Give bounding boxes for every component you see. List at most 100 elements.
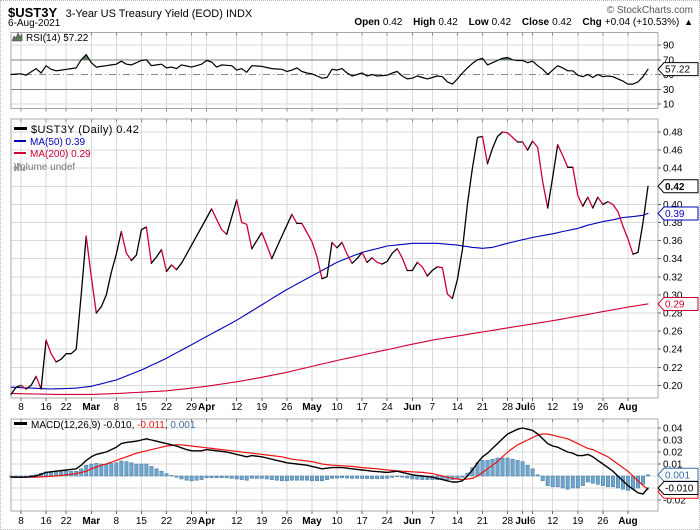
svg-text:6: 6: [530, 516, 536, 527]
up-arrow-icon: ▲: [684, 17, 693, 27]
svg-text:16: 16: [41, 516, 53, 527]
symbol-label: $UST3Y: [8, 5, 58, 20]
svg-text:0.36: 0.36: [663, 236, 683, 247]
macd-line-swatch: [14, 422, 27, 425]
macd-panel: 0.040.030.020.01 -0.02 0.001 -0.010 8 16 22 Mar…: [9, 418, 699, 527]
svg-text:57.22: 57.22: [665, 65, 690, 76]
rsi-legend-label: RSI(14) 57.22: [26, 33, 89, 44]
close-value: 0.42: [552, 17, 572, 28]
price-panel: 0.48 0.46 0.44 0.42 0.40 0.38 0.36 0.34 0.32 0.30…: [10, 118, 699, 413]
svg-text:8: 8: [18, 402, 24, 413]
svg-text:-0.010: -0.010: [665, 484, 694, 495]
svg-text:90: 90: [663, 41, 675, 52]
macd-legend: MACD(12,26,9) -0.010, -0.011, 0.001: [14, 420, 195, 432]
ohlc-quote-row: Open 0.42 High 0.42 Low 0.42 Close 0.42 Chg +…: [354, 17, 693, 28]
rsi-panel: 907050301057.22: [10, 32, 699, 112]
svg-text:-0.02: -0.02: [663, 496, 686, 507]
svg-text:14: 14: [452, 516, 464, 527]
macd-value: -0.010: [103, 420, 132, 431]
price-legend: $UST3Y (Daily) 0.42 MA(50) 0.39 MA(200) …: [14, 124, 139, 174]
svg-text:0.22: 0.22: [663, 363, 683, 374]
svg-text:Apr: Apr: [198, 516, 215, 527]
svg-text:0.48: 0.48: [663, 128, 683, 139]
svg-text:May: May: [302, 516, 322, 527]
svg-text:8: 8: [18, 516, 24, 527]
svg-text:16: 16: [41, 402, 53, 413]
svg-text:Jul: Jul: [515, 516, 530, 527]
svg-text:12: 12: [231, 402, 243, 413]
svg-text:22: 22: [161, 516, 173, 527]
macd-signal-value: -0.011: [137, 420, 165, 431]
svg-text:26: 26: [597, 516, 609, 527]
svg-text:0.28: 0.28: [663, 309, 683, 320]
ma200-legend-label: MA(200) 0.29: [30, 149, 91, 160]
svg-text:Aug: Aug: [618, 402, 637, 413]
svg-text:Jul: Jul: [515, 402, 530, 413]
svg-text:0.46: 0.46: [663, 146, 683, 157]
svg-text:0.42: 0.42: [665, 182, 685, 193]
svg-text:Jun: Jun: [403, 402, 421, 413]
svg-text:19: 19: [572, 402, 584, 413]
svg-text:6: 6: [530, 402, 536, 413]
svg-text:24: 24: [382, 516, 394, 527]
quote-date: 6-Aug-2021: [8, 18, 61, 29]
svg-text:0.30: 0.30: [663, 290, 683, 301]
svg-text:19: 19: [256, 516, 268, 527]
svg-text:0.44: 0.44: [663, 164, 683, 175]
svg-text:22: 22: [61, 516, 73, 527]
page-title: 3-Year US Treasury Yield (EOD) INDX: [65, 8, 253, 20]
svg-text:Mar: Mar: [82, 516, 100, 527]
svg-text:30: 30: [663, 85, 675, 96]
open-value: 0.42: [382, 17, 403, 28]
svg-text:Aug: Aug: [618, 516, 637, 527]
svg-text:28: 28: [502, 516, 514, 527]
svg-text:26: 26: [281, 402, 293, 413]
svg-text:0.03: 0.03: [663, 436, 683, 447]
high-value: 0.42: [438, 17, 458, 28]
svg-text:17: 17: [357, 402, 369, 413]
close-label: Close: [521, 17, 550, 28]
svg-text:May: May: [302, 402, 322, 413]
svg-text:19: 19: [256, 402, 268, 413]
ma200-line-swatch: [14, 152, 26, 154]
svg-text:12: 12: [547, 516, 559, 527]
svg-text:12: 12: [547, 402, 559, 413]
open-label: Open: [354, 17, 380, 28]
svg-text:Apr: Apr: [198, 402, 215, 413]
svg-text:21: 21: [477, 516, 489, 527]
svg-text:0.34: 0.34: [663, 254, 683, 265]
svg-text:0.32: 0.32: [663, 272, 683, 283]
svg-text:26: 26: [597, 402, 609, 413]
high-label: High: [413, 17, 436, 28]
chg-value: +0.04 (+10.53%): [604, 17, 680, 28]
svg-text:22: 22: [161, 402, 173, 413]
svg-text:28: 28: [502, 402, 514, 413]
rsi-area-icon: [11, 32, 23, 42]
volume-legend-label: Volume undef: [14, 161, 76, 173]
svg-text:21: 21: [477, 402, 489, 413]
svg-text:0.40: 0.40: [663, 200, 683, 211]
svg-text:8: 8: [114, 402, 120, 413]
svg-text:0.01: 0.01: [663, 460, 683, 471]
svg-text:15: 15: [136, 516, 148, 527]
svg-text:0.04: 0.04: [663, 424, 683, 435]
svg-text:70: 70: [663, 55, 675, 66]
chg-label: Chg: [582, 17, 602, 28]
svg-text:7: 7: [430, 402, 436, 413]
svg-text:14: 14: [452, 402, 464, 413]
svg-text:29: 29: [186, 402, 198, 413]
svg-text:19: 19: [572, 516, 584, 527]
macd-legend-name: MACD(12,26,9): [31, 420, 101, 431]
low-label: Low: [468, 17, 489, 28]
svg-text:29: 29: [186, 516, 198, 527]
macd-hist-value: 0.001: [170, 420, 196, 431]
svg-text:17: 17: [357, 516, 369, 527]
svg-text:0.39: 0.39: [665, 209, 685, 220]
svg-text:26: 26: [281, 516, 293, 527]
svg-text:0.001: 0.001: [665, 470, 690, 481]
svg-text:12: 12: [231, 516, 243, 527]
svg-text:7: 7: [430, 516, 436, 527]
stockcharts-credit: © StockCharts.com: [606, 5, 693, 16]
ma50-line-swatch: [14, 139, 26, 142]
